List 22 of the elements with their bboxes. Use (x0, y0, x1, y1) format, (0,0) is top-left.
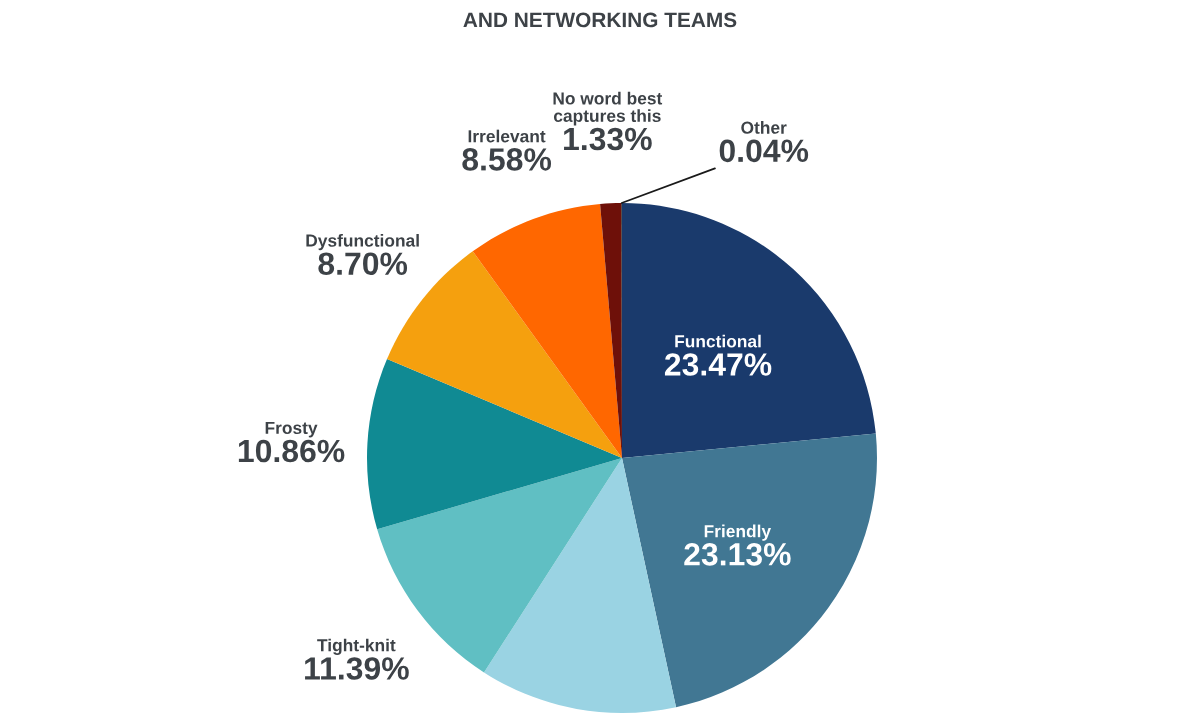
chart-title: AND NETWORKING TEAMS (463, 12, 737, 28)
data-label: 1.33% (564, 127, 652, 151)
slice-label: Dysfunctional (306, 233, 419, 251)
slice-label: Other (741, 121, 787, 134)
slice-label: Tight-knit (317, 638, 396, 655)
data-label: 23.47% (664, 353, 772, 376)
pie-slice (367, 358, 622, 530)
data-label: 23.13% (684, 543, 791, 566)
data-label: 11.39% (305, 657, 409, 680)
data-label: 8.70% (318, 252, 408, 276)
pie-slice (472, 203, 622, 458)
slice-label: Functional (675, 334, 761, 348)
data-label: 10.86% (238, 439, 345, 463)
slice-label: No word best captures this (553, 91, 663, 126)
pie-slice (622, 433, 877, 708)
slice-label: Irrelevant (468, 129, 546, 143)
data-label: 0.04% (719, 139, 809, 163)
pie-slice (622, 203, 876, 458)
slice-label: Frosty (265, 421, 318, 438)
slice-label: Friendly (704, 524, 772, 541)
pie-slice (484, 458, 677, 713)
data-label: 8.58% (462, 148, 552, 171)
